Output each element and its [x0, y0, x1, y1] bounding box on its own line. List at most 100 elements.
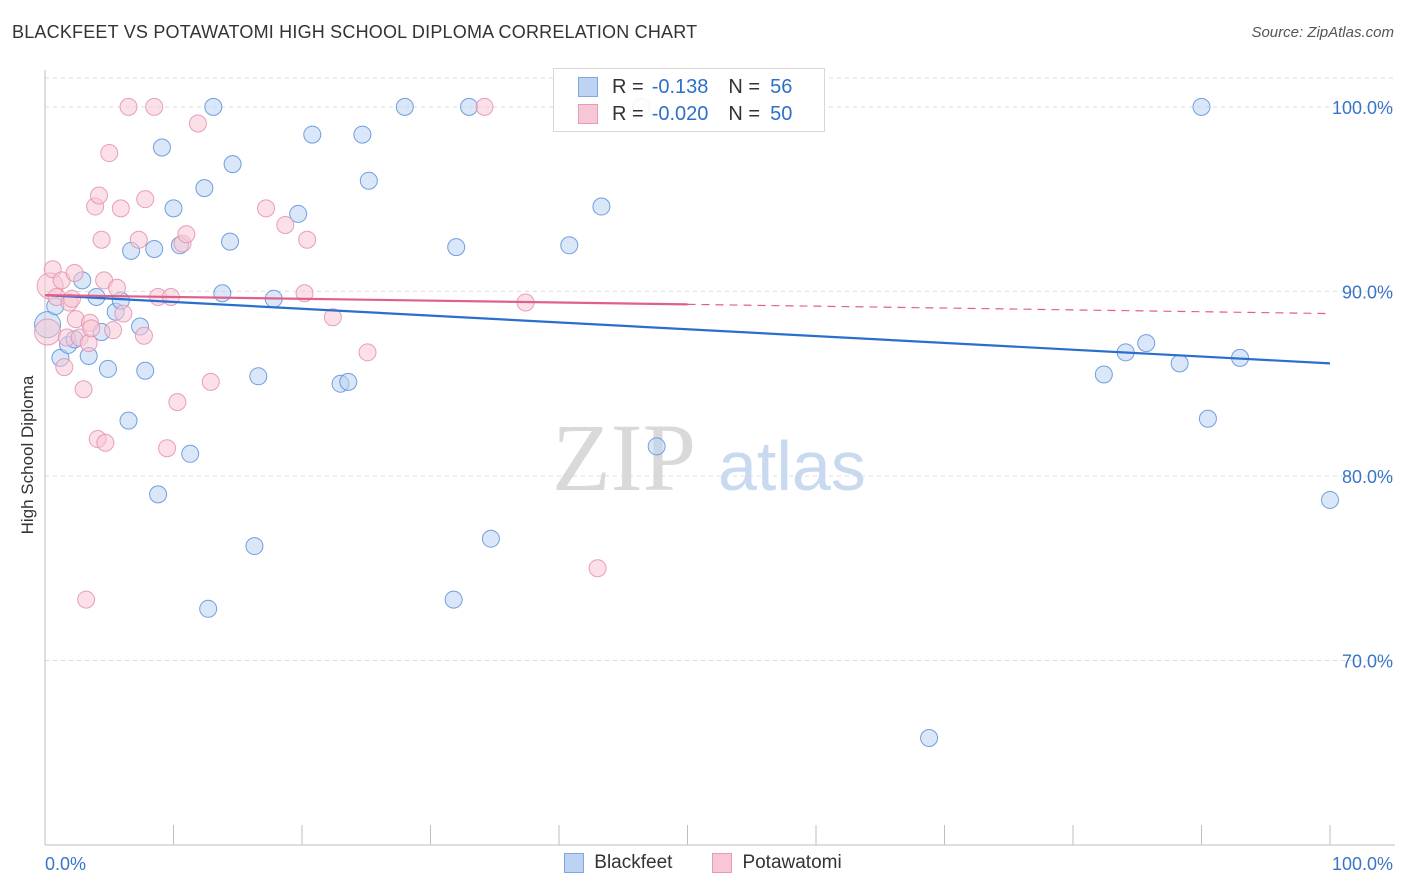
point-potawatomi	[323, 308, 342, 327]
axes	[44, 70, 1395, 846]
stats-legend: R = -0.138 N = 56 R = -0.020 N = 50	[553, 68, 825, 132]
point-blackfeet	[1198, 409, 1217, 428]
point-potawatomi	[34, 318, 62, 346]
point-blackfeet	[920, 728, 939, 747]
point-potawatomi	[134, 326, 153, 345]
point-potawatomi	[114, 304, 133, 323]
legend-swatch-potawatomi	[712, 853, 733, 873]
trend-line-potawatomi	[44, 294, 688, 306]
legend-r-label: R =	[612, 102, 644, 125]
point-potawatomi	[358, 343, 377, 362]
point-blackfeet	[145, 239, 164, 258]
point-potawatomi	[298, 230, 317, 249]
legend-r-value: -0.138	[651, 75, 709, 98]
tick-labels: 100.0% 90.0% 80.0% 70.0% 0.0% 100.0%	[45, 98, 1393, 874]
point-potawatomi	[119, 97, 138, 116]
point-potawatomi	[168, 393, 187, 412]
point-potawatomi	[276, 216, 295, 234]
point-blackfeet	[1170, 354, 1189, 373]
point-potawatomi	[79, 334, 98, 353]
point-potawatomi	[145, 97, 164, 116]
point-blackfeet	[213, 284, 232, 303]
trend-lines	[44, 294, 1331, 365]
legend-swatch-potawatomi	[578, 104, 598, 124]
point-blackfeet	[647, 437, 666, 456]
point-blackfeet	[249, 367, 268, 386]
series-legend: Blackfeet Potawatomi	[0, 852, 1406, 874]
chart-source: Source: ZipAtlas.com	[1251, 24, 1394, 41]
point-blackfeet	[204, 97, 223, 116]
point-potawatomi	[158, 439, 177, 458]
point-potawatomi	[55, 358, 74, 377]
legend-r-label: R =	[612, 75, 644, 98]
point-potawatomi	[475, 97, 494, 116]
point-blackfeet	[592, 197, 611, 216]
legend-swatch-blackfeet	[578, 77, 598, 97]
point-potawatomi	[201, 372, 220, 391]
legend-n-label: N =	[728, 102, 761, 125]
point-potawatomi	[257, 199, 276, 218]
point-blackfeet	[289, 204, 308, 223]
point-blackfeet	[245, 537, 264, 556]
legend-n-value: 50	[770, 102, 793, 125]
point-blackfeet	[303, 125, 322, 144]
point-potawatomi	[74, 380, 93, 399]
point-potawatomi	[129, 230, 148, 249]
watermark-zip: ZIP	[552, 404, 696, 511]
trend-extension-potawatomi	[687, 303, 1331, 315]
point-blackfeet	[560, 236, 579, 255]
point-blackfeet	[98, 359, 117, 378]
x-tick-label: 100.0%	[1332, 854, 1393, 874]
point-blackfeet	[152, 138, 171, 157]
legend-label-potawatomi: Potawatomi	[742, 852, 842, 873]
legend-label-blackfeet: Blackfeet	[594, 852, 673, 873]
point-blackfeet	[460, 97, 479, 116]
legend-n-label: N =	[728, 75, 761, 98]
legend-r-value: -0.020	[651, 102, 709, 125]
legend-n-value: 56	[770, 75, 793, 98]
y-tick-label: 80.0%	[1342, 467, 1393, 487]
point-blackfeet	[444, 590, 463, 609]
point-blackfeet	[149, 485, 168, 504]
point-potawatomi	[111, 199, 130, 218]
point-blackfeet	[199, 599, 218, 618]
legend-row-potawatomi: R = -0.020 N = 50	[554, 101, 792, 127]
watermark: ZIP atlas	[552, 404, 866, 511]
point-blackfeet	[447, 238, 466, 257]
point-potawatomi	[100, 144, 119, 163]
x-tick-label: 0.0%	[45, 854, 86, 874]
point-potawatomi	[96, 433, 115, 452]
legend-item-blackfeet[interactable]: Blackfeet	[564, 852, 672, 874]
point-blackfeet	[1192, 97, 1211, 116]
point-potawatomi	[177, 225, 196, 244]
legend-row-blackfeet: R = -0.138 N = 56	[554, 74, 792, 100]
point-blackfeet	[221, 232, 240, 251]
watermark-atlas: atlas	[718, 427, 866, 505]
legend-item-potawatomi[interactable]: Potawatomi	[712, 852, 842, 874]
point-potawatomi	[188, 114, 207, 133]
point-blackfeet	[481, 529, 500, 548]
point-potawatomi	[82, 319, 101, 338]
point-potawatomi	[104, 321, 123, 340]
y-tick-label: 90.0%	[1342, 282, 1393, 302]
chart-title: BLACKFEET VS POTAWATOMI HIGH SCHOOL DIPL…	[12, 22, 698, 42]
point-blackfeet	[353, 125, 372, 144]
point-blackfeet	[1094, 365, 1113, 384]
point-blackfeet	[223, 155, 242, 174]
point-potawatomi	[136, 190, 155, 209]
point-blackfeet	[1137, 334, 1156, 353]
point-blackfeet	[195, 179, 214, 198]
grid-lines	[45, 77, 1395, 661]
point-blackfeet	[339, 372, 358, 391]
point-potawatomi	[77, 590, 96, 609]
point-blackfeet	[359, 171, 378, 190]
point-blackfeet	[1321, 490, 1339, 509]
point-blackfeet	[136, 361, 155, 380]
point-potawatomi	[65, 263, 84, 282]
point-blackfeet	[119, 411, 138, 430]
point-blackfeet	[395, 97, 414, 116]
point-blackfeet	[164, 199, 183, 218]
y-tick-label: 100.0%	[1332, 98, 1393, 118]
y-tick-label: 70.0%	[1342, 651, 1393, 671]
